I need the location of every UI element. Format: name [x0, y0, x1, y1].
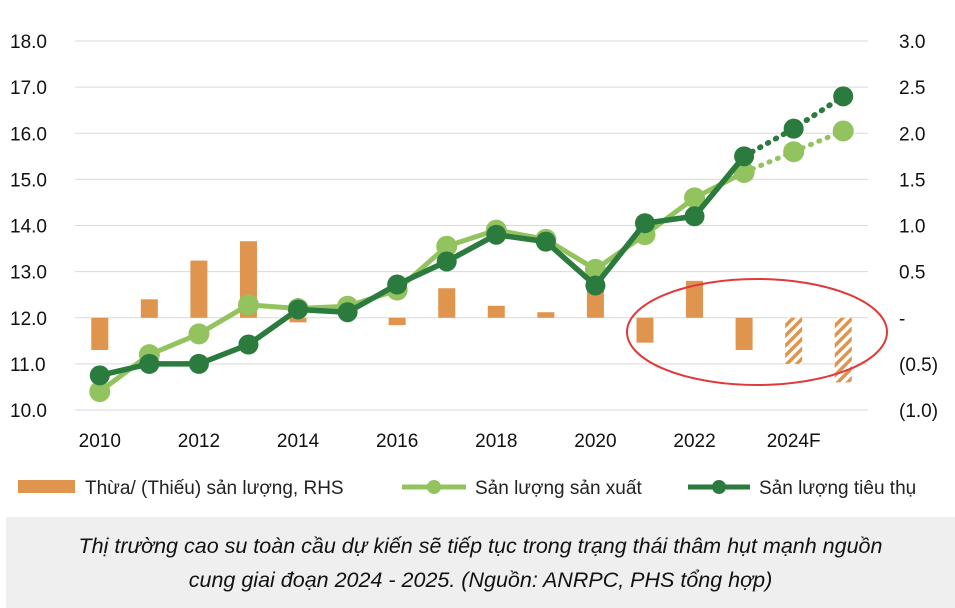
x-tick-label: 2010 — [79, 431, 121, 452]
surplus-bars — [91, 241, 852, 383]
x-tick-label: 2022 — [673, 431, 715, 452]
production-point — [188, 323, 210, 345]
left-tick-label: 13.0 — [10, 263, 47, 284]
legend-marker-production — [427, 480, 441, 494]
production-point — [89, 381, 111, 403]
left-tick-label: 14.0 — [10, 217, 47, 238]
consumption-point — [833, 86, 854, 107]
bar — [190, 260, 208, 318]
right-tick-label: (1.0) — [899, 401, 938, 422]
consumption-point — [634, 213, 655, 234]
right-tick-label: 3.0 — [899, 32, 925, 53]
left-tick-label: 11.0 — [10, 355, 46, 376]
left-tick-label: 15.0 — [10, 170, 47, 191]
right-tick-label: 2.0 — [899, 124, 925, 145]
left-tick-label: 18.0 — [10, 32, 47, 53]
rubber-market-chart: 18.0 17.0 16.0 15.0 14.0 13.0 12.0 11.0 10.0 3.0… — [10, 32, 938, 499]
x-tick-label: 2014 — [277, 431, 320, 452]
bar — [735, 317, 753, 351]
consumption-point — [783, 118, 804, 139]
left-tick-label: 12.0 — [10, 309, 47, 330]
right-axis: 3.0 2.5 2.0 1.5 1.0 0.5 - (0.5) (1.0) — [899, 32, 938, 422]
right-tick-label: (0.5) — [899, 355, 938, 376]
gridlines — [75, 40, 868, 411]
production-point — [783, 141, 805, 163]
x-tick-label: 2018 — [475, 431, 517, 452]
left-tick-label: 10.0 — [10, 401, 47, 422]
legend-label-consumption: Sản lượng tiêu thụ — [759, 478, 916, 499]
bar — [686, 280, 704, 318]
x-tick-label: 2024F — [767, 431, 821, 452]
consumption-point — [188, 353, 209, 374]
bar — [438, 288, 456, 318]
left-tick-label: 16.0 — [10, 124, 47, 145]
consumption-point — [585, 275, 606, 296]
right-tick-label: - — [899, 309, 905, 330]
right-tick-label: 1.5 — [899, 170, 925, 191]
consumption-point — [288, 299, 309, 320]
production-consumption-lines — [89, 86, 854, 403]
consumption-point — [89, 365, 110, 386]
bar — [140, 299, 158, 318]
bar-forecast — [785, 317, 803, 364]
consumption-point — [337, 302, 358, 323]
right-tick-label: 1.0 — [899, 217, 925, 238]
consumption-point — [436, 251, 457, 272]
production-point — [733, 161, 755, 183]
consumption-point — [387, 274, 408, 295]
right-tick-label: 2.5 — [899, 78, 925, 99]
consumption-point — [535, 231, 556, 252]
production-point — [832, 120, 854, 142]
caption-line-1: Thị trường cao su toàn cầu dự kiến sẽ ti… — [78, 533, 883, 558]
legend-label-production: Sản lượng sản xuất — [475, 478, 642, 499]
legend-marker-consumption — [712, 480, 726, 494]
left-tick-label: 17.0 — [10, 78, 47, 99]
legend-label-bar: Thừa/ (Thiếu) sản lượng, RHS — [85, 478, 344, 499]
consumption-point — [486, 224, 507, 245]
figure-caption: Thị trường cao su toàn cầu dự kiến sẽ ti… — [6, 517, 955, 608]
legend-swatch-bar — [18, 480, 75, 493]
consumption-point — [684, 206, 705, 227]
consumption-point — [139, 353, 160, 374]
annotation — [626, 278, 888, 386]
x-tick-label: 2016 — [376, 431, 418, 452]
production-point — [436, 235, 458, 257]
left-axis: 18.0 17.0 16.0 15.0 14.0 13.0 12.0 11.0 10.0 — [10, 32, 47, 422]
bar — [91, 317, 109, 351]
x-axis: 2010 2012 2014 2016 2018 2020 2022 2024F — [79, 431, 821, 452]
consumption-point — [238, 334, 259, 355]
production-point — [684, 187, 706, 209]
bar-forecast — [834, 317, 852, 383]
bar — [537, 312, 555, 318]
x-tick-label: 2020 — [574, 431, 616, 452]
legend: Thừa/ (Thiếu) sản lượng, RHS Sản lượng s… — [18, 478, 916, 499]
bar — [388, 317, 406, 326]
bar — [289, 317, 307, 323]
bar — [636, 317, 654, 343]
consumption-point — [734, 146, 755, 167]
x-tick-label: 2012 — [178, 431, 220, 452]
caption-line-2: cung giai đoạn 2024 - 2025. (Nguồn: ANRP… — [188, 567, 773, 592]
highlight-ellipse — [626, 278, 888, 386]
bar — [487, 305, 505, 318]
chart-area: 18.0 17.0 16.0 15.0 14.0 13.0 12.0 11.0 10.0 3.0… — [10, 32, 938, 499]
right-tick-label: 0.5 — [899, 263, 925, 284]
production-point — [237, 294, 259, 316]
